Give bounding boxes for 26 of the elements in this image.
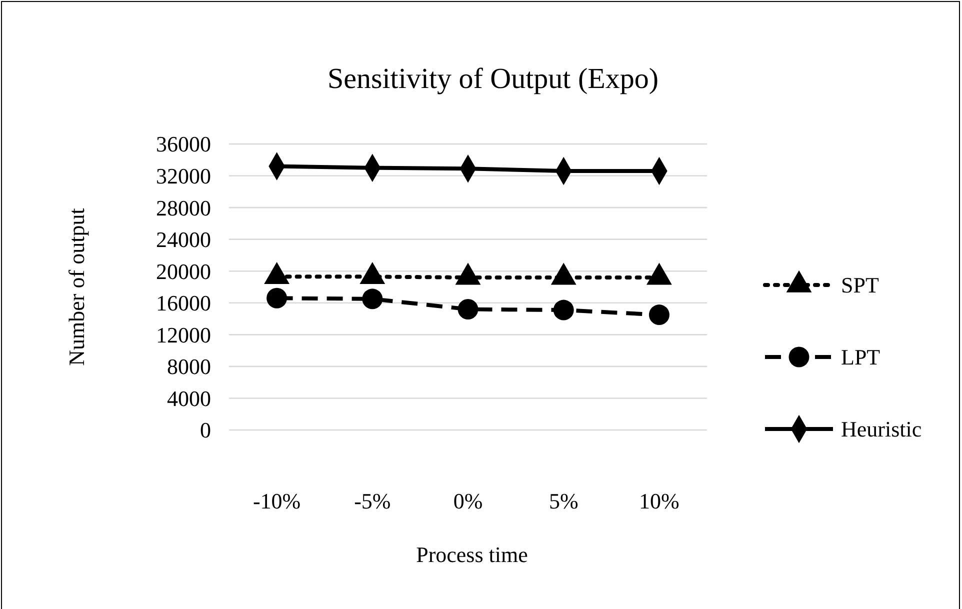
- y-tick-label: 28000: [156, 195, 211, 220]
- y-tick-label: 8000: [167, 354, 211, 380]
- x-tick-label: 10%: [639, 488, 680, 514]
- x-tick-label: 5%: [548, 488, 578, 514]
- x-tick-label: 0%: [453, 488, 483, 514]
- x-axis-title: Process time: [416, 542, 528, 567]
- y-tick-label: 16000: [156, 290, 211, 316]
- point: [458, 299, 478, 320]
- x-tick-label: -10%: [252, 488, 301, 514]
- y-axis-title: Number of output: [64, 208, 89, 366]
- y-tick-label: 20000: [156, 258, 211, 284]
- y-tick-label: 12000: [156, 322, 211, 348]
- point: [648, 304, 670, 326]
- y-tick-label: 32000: [156, 163, 211, 188]
- legend-label: SPT: [841, 272, 880, 298]
- point: [266, 288, 288, 308]
- legend-label: LPT: [841, 344, 881, 370]
- legend-label: Heuristic: [841, 416, 922, 442]
- point: [362, 288, 383, 310]
- x-tick-label: -5%: [354, 488, 391, 514]
- y-tick-label: 4000: [167, 386, 211, 411]
- point: [553, 300, 574, 320]
- y-tick-label: 36000: [156, 132, 211, 157]
- y-tick-label: 0: [200, 418, 211, 443]
- chart-title: Sensitivity of Output (Expo): [327, 63, 659, 95]
- y-tick-label: 24000: [156, 227, 211, 252]
